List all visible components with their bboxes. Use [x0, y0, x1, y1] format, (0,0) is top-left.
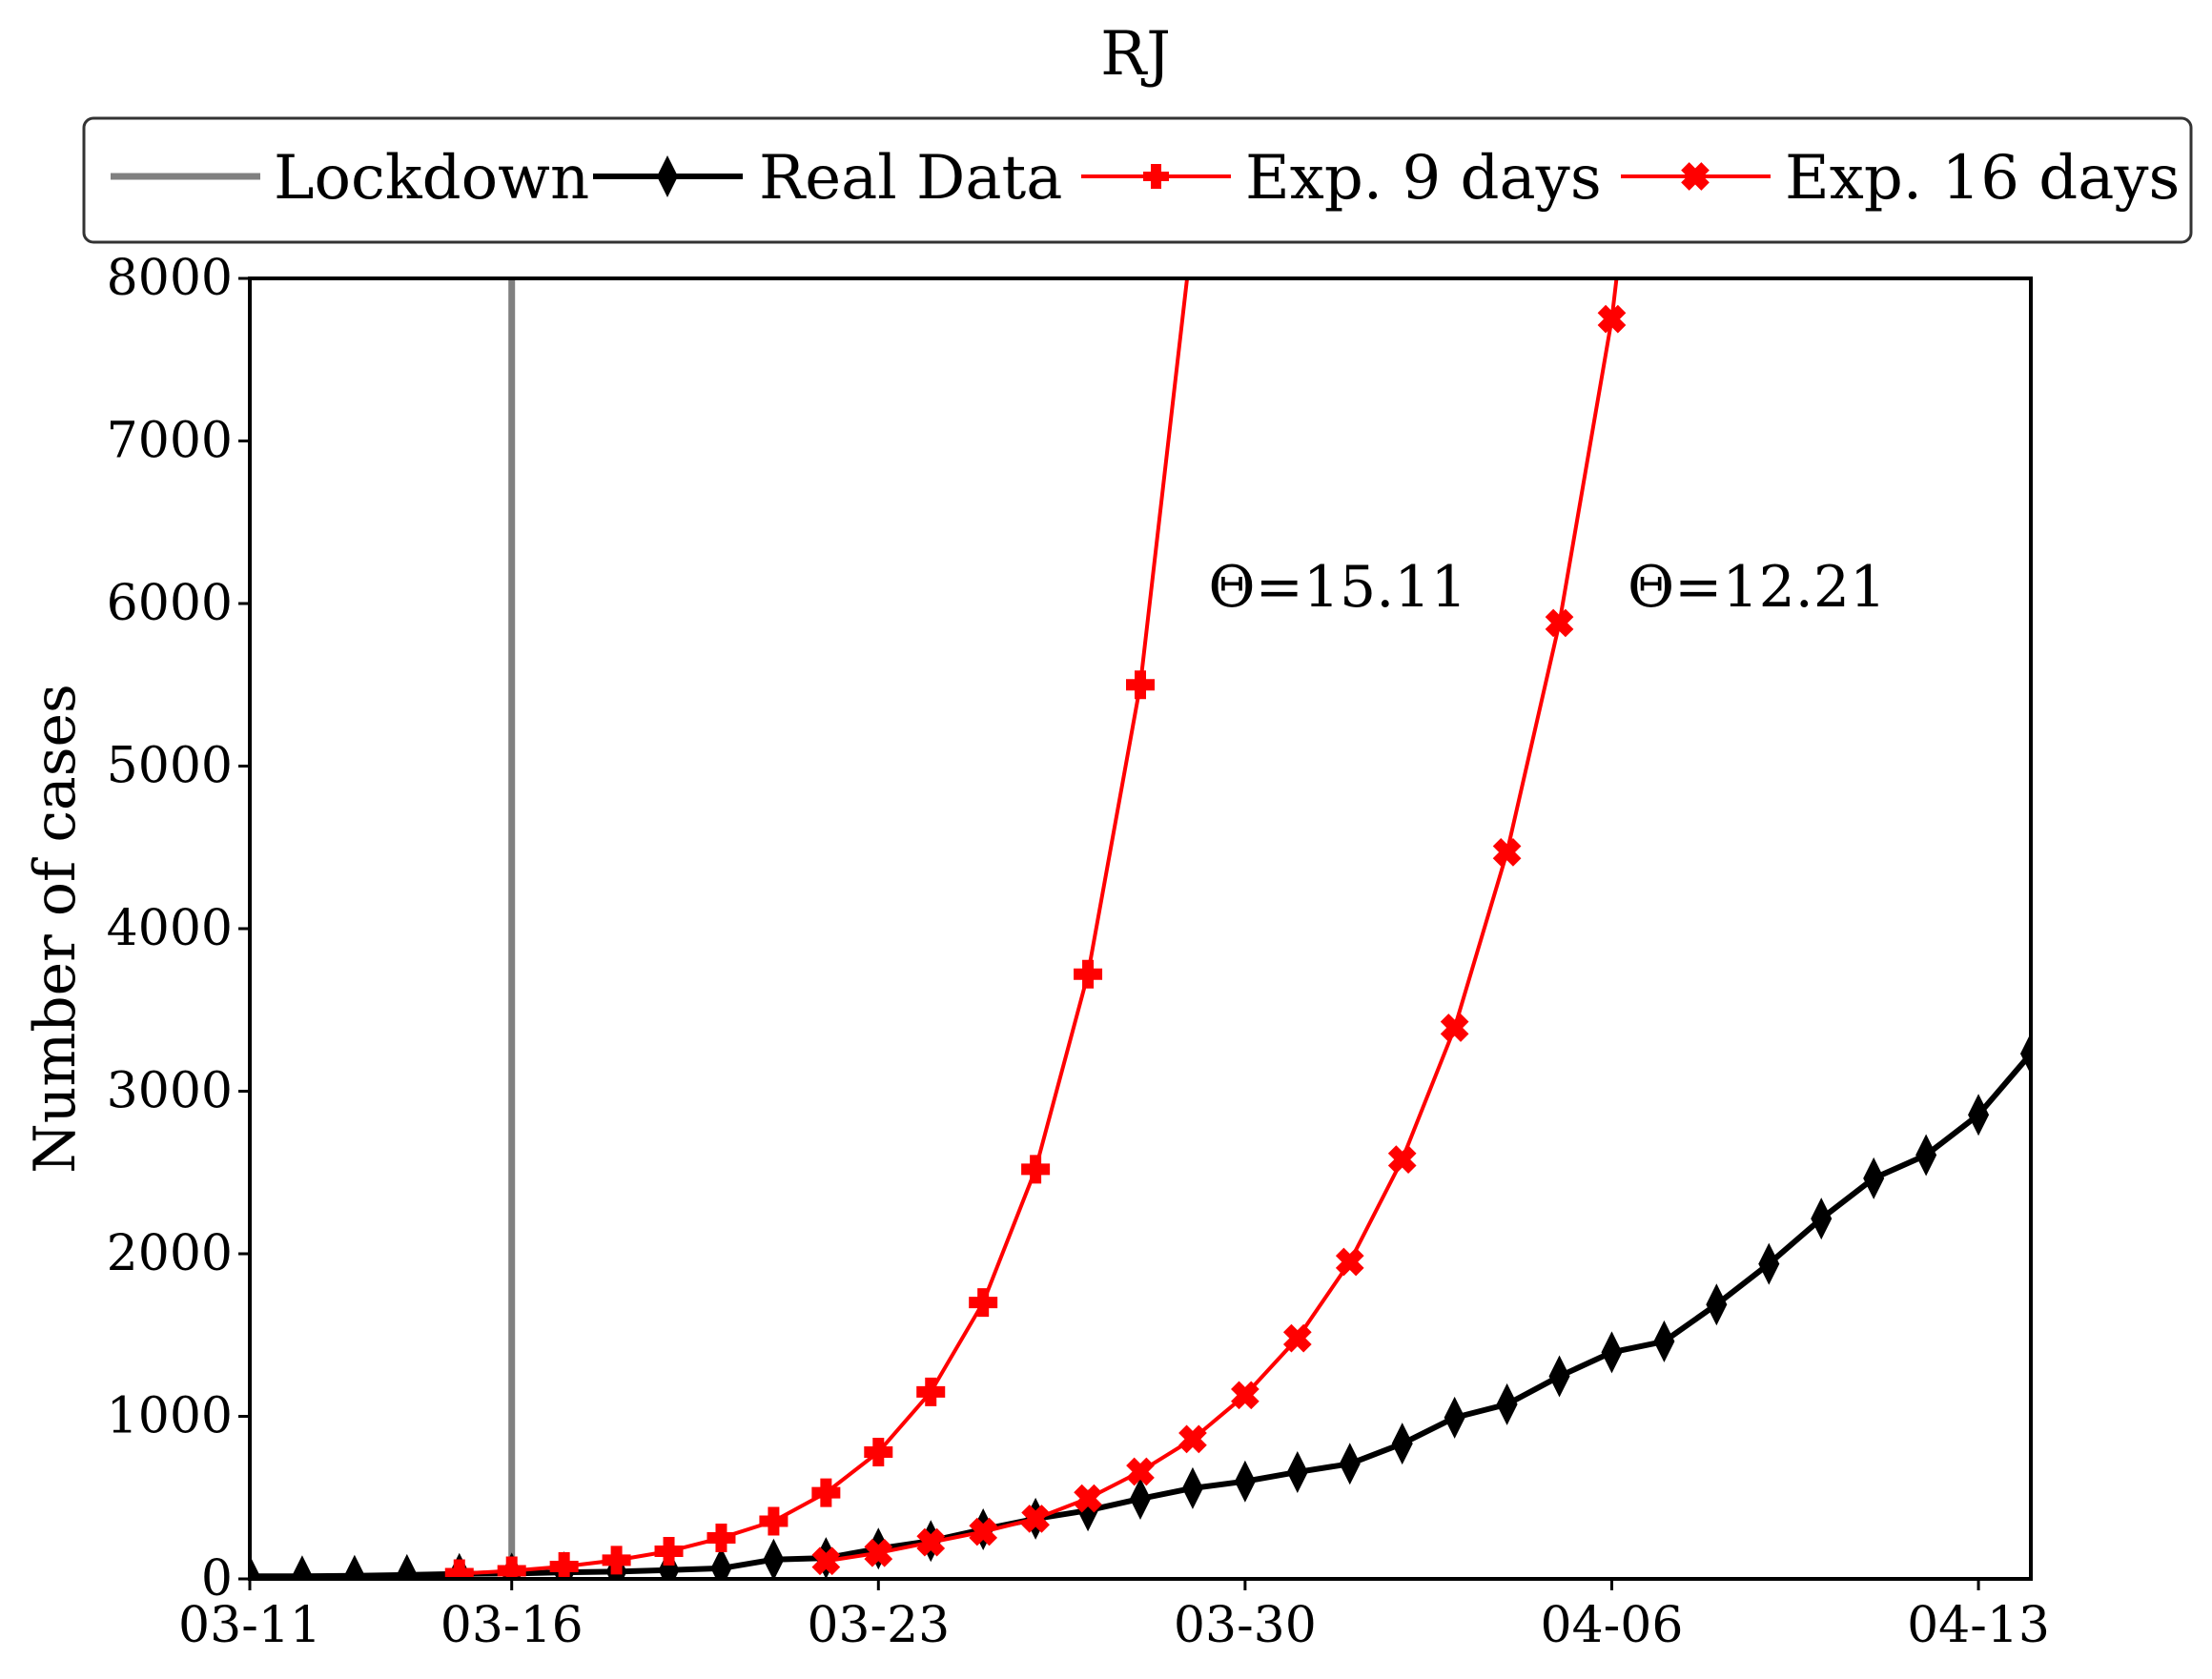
data-point-exp-16-days	[1231, 1381, 1260, 1410]
data-point-exp-16-days	[1074, 1484, 1102, 1513]
legend: Lockdown Real Data Exp. 9 days Exp. 16 d…	[82, 116, 2193, 244]
data-point-real-data	[1758, 1242, 1780, 1285]
data-point-real-data	[710, 1546, 732, 1579]
data-point-real-data	[1863, 1157, 1885, 1199]
data-point-exp-16-days	[1282, 1323, 1312, 1353]
data-point-exp-16-days	[1021, 1505, 1050, 1533]
legend-label-exp-9-days: Exp. 9 days	[1245, 143, 1602, 214]
plot-area	[250, 278, 2031, 1579]
y-tick-label: 5000	[107, 738, 233, 795]
data-point-real-data	[250, 1555, 260, 1579]
x-tick-label: 03-23	[807, 1597, 950, 1654]
legend-marker-exp-9-days	[1143, 164, 1169, 189]
data-point-exp-16-days	[1335, 1247, 1364, 1277]
legend-marker-exp-16-days	[1681, 162, 1710, 191]
data-point-exp-16-days	[969, 1517, 998, 1546]
y-tick-label: 6000	[107, 575, 233, 632]
data-point-exp-9-days	[969, 1288, 998, 1318]
legend-frame	[82, 116, 2193, 244]
data-point-exp-16-days	[864, 1538, 893, 1567]
plot-frame	[248, 276, 2033, 1581]
data-point-real-data	[1496, 1382, 1518, 1425]
data-point-exp-9-days	[916, 1377, 946, 1406]
data-point-exp-16-days	[811, 1546, 841, 1576]
theta-annotation: Θ=12.21	[1628, 554, 1886, 621]
data-point-exp-16-days	[1440, 1014, 1469, 1042]
x-tick-label: 04-13	[1907, 1597, 2050, 1654]
data-point-exp-9-days	[1021, 1155, 1051, 1184]
y-tick-label: 7000	[107, 413, 233, 470]
data-point-exp-9-days	[549, 1552, 579, 1579]
y-tick-label: 3000	[107, 1063, 233, 1120]
theta-annotation: Θ=15.11	[1208, 554, 1466, 621]
data-point-real-data	[396, 1553, 418, 1579]
x-tick-label: 03-11	[178, 1597, 321, 1654]
data-point-exp-16-days	[1387, 1145, 1417, 1174]
series-exp-9-days	[444, 278, 1190, 1579]
data-point-exp-9-days	[707, 1524, 736, 1553]
y-tick-label: 8000	[107, 250, 233, 307]
data-point-real-data	[1391, 1423, 1413, 1465]
y-tick-label: 0	[201, 1550, 233, 1607]
data-point-real-data	[1601, 1331, 1623, 1374]
y-axis-label: Number of cases	[22, 684, 89, 1174]
data-point-real-data	[1130, 1477, 1151, 1520]
y-tick-label: 2000	[107, 1225, 233, 1282]
data-point-exp-9-days	[811, 1478, 841, 1507]
data-point-exp-9-days	[497, 1556, 526, 1579]
data-point-real-data	[1653, 1320, 1675, 1362]
annotations: Θ=15.11 Θ=12.21	[1208, 554, 1886, 621]
y-tick-label: 4000	[107, 900, 233, 957]
data-point-exp-16-days	[1492, 838, 1522, 867]
data-point-real-data	[1706, 1283, 1728, 1326]
y-axis: 0 1000 2000 3000 4000 5000 6000 7000 8000	[107, 250, 250, 1607]
data-point-exp-9-days	[1126, 670, 1155, 700]
data-point-exp-16-days	[1178, 1424, 1207, 1454]
legend-label-real-data: Real Data	[759, 143, 1062, 214]
series-line-exp-9-days	[459, 278, 1190, 1576]
data-point-real-data	[1286, 1450, 1308, 1493]
data-point-real-data	[1968, 1094, 1990, 1136]
data-point-exp-16-days	[1126, 1457, 1155, 1486]
data-point-real-data	[291, 1555, 313, 1579]
data-point-real-data	[1444, 1396, 1465, 1439]
data-point-real-data	[1181, 1466, 1203, 1509]
data-point-real-data	[1811, 1198, 1833, 1240]
data-point-exp-9-days	[864, 1438, 893, 1467]
series-exp-16-days	[811, 278, 1627, 1576]
data-point-exp-9-days	[602, 1546, 631, 1575]
data-point-real-data	[1915, 1134, 1937, 1177]
legend-label-exp-16-days: Exp. 16 days	[1785, 143, 2180, 214]
legend-item-lockdown: Lockdown	[111, 143, 589, 214]
y-tick-label: 1000	[107, 1388, 233, 1445]
data-point-real-data	[1548, 1355, 1570, 1398]
data-point-exp-16-days	[916, 1527, 946, 1557]
x-axis: 03-11 03-16 03-23 03-30 04-06 04-13	[178, 1579, 2050, 1654]
x-tick-label: 03-16	[440, 1597, 584, 1654]
data-point-real-data	[343, 1554, 365, 1579]
data-point-real-data	[763, 1538, 785, 1579]
legend-marker-real-data	[657, 155, 678, 197]
data-point-exp-9-days	[654, 1537, 684, 1566]
data-point-real-data	[1339, 1443, 1361, 1485]
legend-item-exp-16-days: Exp. 16 days	[1621, 143, 2180, 214]
legend-item-real-data: Real Data	[593, 143, 1062, 214]
chart-title: RJ	[1100, 19, 1171, 90]
data-point-exp-16-days	[1597, 304, 1627, 334]
legend-item-exp-9-days: Exp. 9 days	[1081, 143, 1602, 214]
data-point-exp-9-days	[1074, 959, 1103, 989]
data-point-exp-9-days	[444, 1559, 474, 1579]
data-point-real-data	[2020, 1033, 2031, 1075]
x-tick-label: 03-30	[1174, 1597, 1317, 1654]
data-point-exp-9-days	[759, 1506, 789, 1536]
x-tick-label: 04-06	[1541, 1597, 1684, 1654]
data-point-exp-16-days	[1545, 608, 1574, 638]
legend-label-lockdown: Lockdown	[274, 143, 589, 214]
data-point-real-data	[1234, 1460, 1256, 1503]
